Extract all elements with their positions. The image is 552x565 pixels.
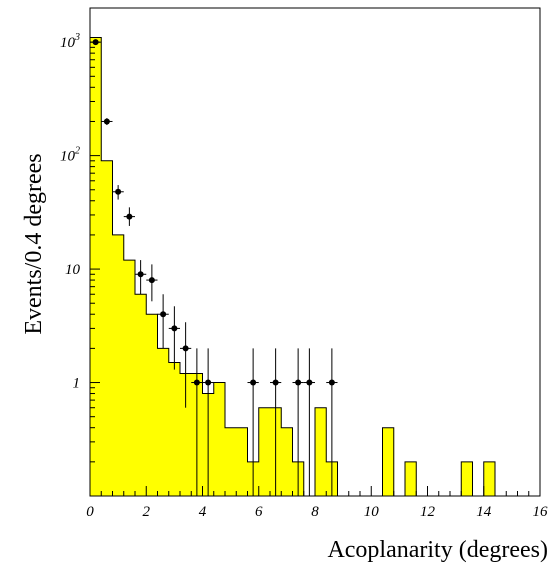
data-point [191, 348, 203, 496]
data-marker [205, 379, 212, 386]
y-tick-label: 102 [60, 146, 80, 165]
x-tick-label: 16 [533, 504, 549, 520]
data-point [180, 322, 192, 408]
histogram-bar [90, 37, 102, 496]
data-marker [171, 325, 178, 332]
data-point [146, 264, 158, 302]
data-point [247, 348, 259, 496]
data-marker [295, 379, 302, 386]
histogram-bar [157, 348, 170, 496]
data-point [270, 348, 282, 496]
histogram-bar [112, 234, 125, 496]
histogram-bar [236, 427, 248, 496]
data-marker [148, 277, 155, 284]
data-marker [306, 379, 313, 386]
histogram-bar [101, 160, 113, 497]
histogram-bar [405, 461, 417, 496]
histogram-bar [168, 362, 181, 496]
x-tick-label: 8 [311, 504, 319, 520]
data-marker [103, 118, 110, 125]
y-tick-label: 1 [73, 376, 81, 392]
histogram-bar [180, 373, 192, 496]
histogram-bar [135, 294, 147, 496]
x-tick-label: 12 [420, 504, 436, 520]
y-tick-label: 10 [65, 262, 81, 278]
data-marker [137, 271, 144, 278]
data-point [123, 207, 135, 226]
histogram-bar [225, 427, 237, 496]
y-tick-label: 103 [60, 32, 80, 51]
histogram-bar [281, 427, 293, 496]
data-point [202, 348, 214, 496]
data-point [135, 260, 147, 295]
data-point [101, 118, 113, 126]
data-marker [160, 311, 167, 318]
histogram-bar [146, 314, 158, 496]
histogram-bar [315, 407, 327, 496]
x-tick-label: 0 [86, 504, 94, 520]
data-point [326, 348, 338, 496]
histogram-bar [258, 407, 271, 496]
x-axis-title: Acoplanarity (degrees) [327, 537, 548, 563]
x-tick-label: 6 [255, 504, 263, 520]
data-point [292, 348, 304, 496]
histogram-bar [382, 427, 395, 496]
data-marker [193, 379, 200, 386]
data-marker [272, 379, 279, 386]
data-marker [115, 188, 122, 195]
data-marker [250, 379, 257, 386]
data-marker [328, 379, 335, 386]
data-point [157, 294, 169, 349]
data-point [112, 185, 124, 200]
data-point [303, 348, 315, 496]
histogram-bar [483, 461, 496, 496]
x-axis-ticks: 0 2 4 6 8 10 12 14 16 [86, 486, 548, 520]
data-marker [126, 213, 133, 220]
x-tick-label: 2 [143, 504, 151, 520]
data-points [90, 39, 338, 496]
histogram-bar [461, 461, 473, 496]
histogram-bar [123, 260, 136, 496]
x-tick-label: 14 [476, 504, 492, 520]
x-tick-label: 10 [364, 504, 380, 520]
histogram-bar [213, 382, 226, 496]
data-point [168, 306, 180, 370]
y-axis-title: Events/0.4 degrees [21, 153, 47, 334]
x-tick-label: 4 [199, 504, 207, 520]
data-marker [182, 345, 189, 352]
